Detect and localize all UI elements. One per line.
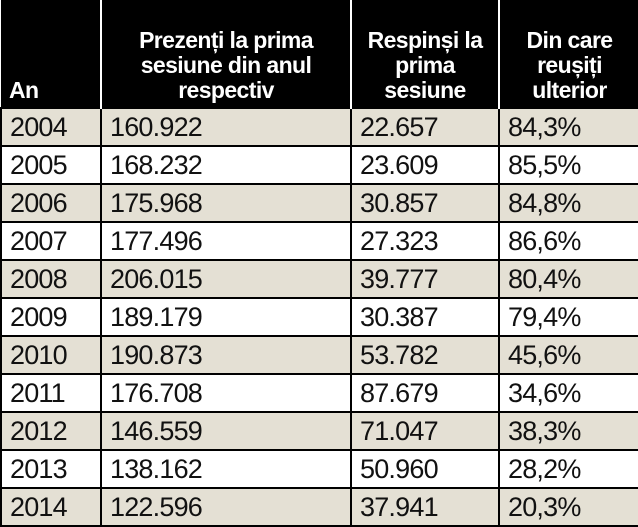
table-cell: 39.777 bbox=[350, 259, 500, 299]
table-cell: 190.873 bbox=[100, 335, 352, 375]
table-cell: 146.559 bbox=[100, 411, 352, 451]
table-cell: 2009 bbox=[0, 297, 102, 337]
table-cell: 84,8% bbox=[498, 183, 638, 223]
table-cell: 2013 bbox=[0, 449, 102, 489]
table-row: 2004 160.922 22.657 84,3% bbox=[0, 107, 638, 147]
table-cell: 23.609 bbox=[350, 145, 500, 185]
table-cell: 22.657 bbox=[350, 107, 500, 147]
table-row: 2009 189.179 30.387 79,4% bbox=[0, 297, 638, 337]
table-row: 2005 168.232 23.609 85,5% bbox=[0, 145, 638, 185]
table-row: 2008 206.015 39.777 80,4% bbox=[0, 259, 638, 299]
table-cell: 138.162 bbox=[100, 449, 352, 489]
table-cell: 30.387 bbox=[350, 297, 500, 337]
table-row: 2010 190.873 53.782 45,6% bbox=[0, 335, 638, 375]
table-cell: 20,3% bbox=[498, 487, 638, 527]
table-body: 2004 160.922 22.657 84,3% 2005 168.232 23.609 8… bbox=[0, 107, 638, 527]
column-header: Respinși la prima sesiune bbox=[351, 0, 500, 108]
table-cell: 38,3% bbox=[498, 411, 638, 451]
table-cell: 189.179 bbox=[100, 297, 352, 337]
table-cell: 206.015 bbox=[100, 259, 352, 299]
table-cell: 27.323 bbox=[350, 221, 500, 261]
table-cell: 79,4% bbox=[498, 297, 638, 337]
table-cell: 2011 bbox=[0, 373, 102, 413]
table-cell: 160.922 bbox=[100, 107, 352, 147]
table-cell: 71.047 bbox=[350, 411, 500, 451]
table-row: 2011 176.708 87.679 34,6% bbox=[0, 373, 638, 413]
table-row: 2007 177.496 27.323 86,6% bbox=[0, 221, 638, 261]
table-row: 2006 175.968 30.857 84,8% bbox=[0, 183, 638, 223]
table-cell: 2010 bbox=[0, 335, 102, 375]
table-cell: 177.496 bbox=[100, 221, 352, 261]
table-cell: 86,6% bbox=[498, 221, 638, 261]
table-cell: 28,2% bbox=[498, 449, 638, 489]
table-cell: 168.232 bbox=[100, 145, 352, 185]
table-cell: 84,3% bbox=[498, 107, 638, 147]
table-row: 2014 122.596 37.941 20,3% bbox=[0, 487, 638, 527]
column-header: An bbox=[1, 0, 102, 108]
table-cell: 50.960 bbox=[350, 449, 500, 489]
table-cell: 2014 bbox=[0, 487, 102, 527]
column-header: Prezenți la prima sesiune din anul respe… bbox=[101, 0, 352, 108]
table-cell: 53.782 bbox=[350, 335, 500, 375]
table-cell: 2007 bbox=[0, 221, 102, 261]
table-row: 2013 138.162 50.960 28,2% bbox=[0, 449, 638, 489]
table-cell: 2005 bbox=[0, 145, 102, 185]
table-cell: 85,5% bbox=[498, 145, 638, 185]
table-cell: 37.941 bbox=[350, 487, 500, 527]
table-cell: 34,6% bbox=[498, 373, 638, 413]
table-cell: 175.968 bbox=[100, 183, 352, 223]
table-cell: 2008 bbox=[0, 259, 102, 299]
table-cell: 80,4% bbox=[498, 259, 638, 299]
table-row: 2012 146.559 71.047 38,3% bbox=[0, 411, 638, 451]
table-cell: 122.596 bbox=[100, 487, 352, 527]
table-cell: 2006 bbox=[0, 183, 102, 223]
column-header: Din care reușiți ulterior bbox=[499, 0, 638, 108]
table-cell: 2012 bbox=[0, 411, 102, 451]
table-cell: 45,6% bbox=[498, 335, 638, 375]
table-cell: 2004 bbox=[0, 107, 102, 147]
table-cell: 176.708 bbox=[100, 373, 352, 413]
header-row: An Prezenți la prima sesiune din anul res… bbox=[1, 0, 638, 108]
table-cell: 87.679 bbox=[350, 373, 500, 413]
table-cell: 30.857 bbox=[350, 183, 500, 223]
